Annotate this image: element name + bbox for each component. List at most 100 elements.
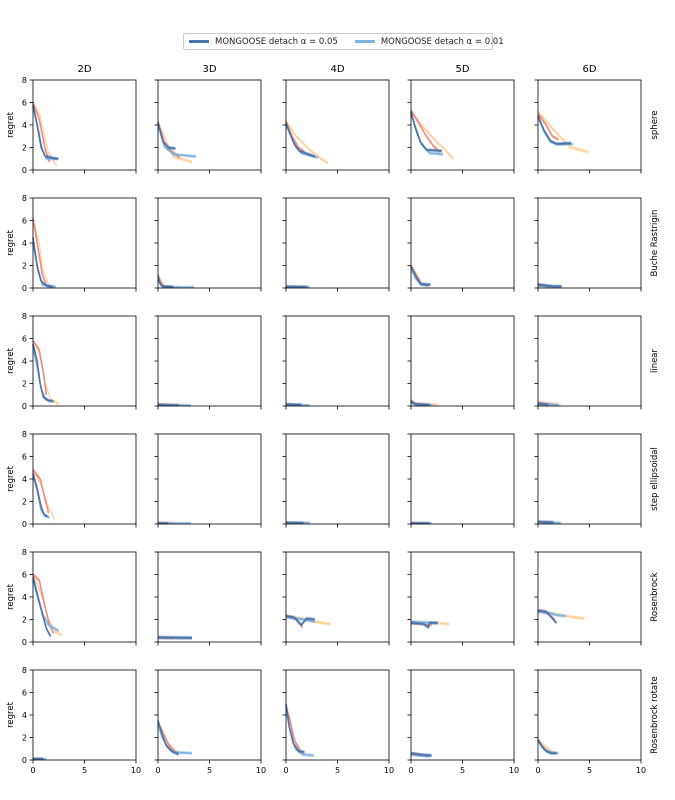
axes-frame [537,315,642,407]
y-tick-label: 8 [22,194,27,203]
axes-frame [410,669,515,761]
row-label-linear: linear [650,348,660,373]
y-tick-label: 2 [22,380,27,389]
series-dark_blue-rosenbrock-5d [410,622,438,629]
x-tick-label: 10 [131,766,141,775]
y-tick-label: 8 [22,666,27,675]
x-tick-label: 0 [408,766,413,775]
axes-frame [157,197,262,289]
panel-sphere-5d: 5D [407,64,515,174]
x-tick-label: 5 [335,766,340,775]
series-orange-rosenbrock-2d [32,574,63,636]
series-dark_blue-sphere-5d [410,111,442,152]
series-red-sphere-2d [32,102,51,163]
panel-rosenbrock-rotate-3d: 0 5 10 [154,669,266,775]
panel-linear-3d [154,315,262,410]
series-light_blue-rosenbrock-rotate-5d [410,753,430,758]
x-tick-label: 10 [636,766,646,775]
y-tick-label: 6 [22,689,27,698]
y-tick-label: 8 [22,76,27,85]
panel-rosenbrock-rotate-6d: 0 5 10 Rosenbrock rotate [534,669,660,775]
panel-sphere-6d: 6D sphere [534,64,660,174]
series-dark_blue-sphere-4d [285,122,316,158]
y-tick-label: 0 [22,638,27,647]
series-light_blue-rosenbrock-2d [32,579,60,632]
panel-sphere-4d: 4D [282,64,390,174]
y-tick-label: 6 [22,453,27,462]
x-tick-label: 5 [82,766,87,775]
panel-buche-rastrigin-2d: 0 2 4 6 8 regret [6,194,137,293]
series-orange-sphere-5d [410,110,454,160]
series-orange-buche-rastrigin-2d [32,218,49,285]
column-title-3d: 3D [202,64,216,75]
band-orange-rosenbrock-rotate-4d [286,704,305,757]
y-tick-label: 4 [22,121,27,130]
x-tick-label: 10 [509,766,519,775]
series-dark_blue-rosenbrock-4d [285,615,315,626]
series-light_blue-rosenbrock-6d [537,610,566,617]
legend-swatch-dark-blue [189,40,209,43]
panel-rosenbrock-3d [154,551,262,646]
series-red-rosenbrock-2d [32,573,55,634]
y-tick-label: 4 [22,593,27,602]
x-tick-label: 10 [256,766,266,775]
band-orange-rosenbrock-2d [33,572,62,637]
series-dark_blue-step-ellipsoidal-2d [32,473,48,517]
y-tick-label: 2 [22,144,27,153]
axes-frame [537,79,642,171]
y-axis-label: regret [6,229,16,255]
y-tick-label: 0 [22,166,27,175]
y-axis-label: regret [6,111,16,137]
axes-frame [285,315,390,407]
series-dark_blue-rosenbrock-rotate-4d [285,703,305,753]
y-tick-label: 6 [22,571,27,580]
axes-frame [157,551,262,643]
legend: MONGOOSE detach α = 0.05 MONGOOSE detach… [183,33,504,50]
series-dark_blue-linear-2d [32,343,54,403]
y-tick-label: 6 [22,99,27,108]
panel-rosenbrock-2d: 0 2 4 6 8 regret [6,548,137,647]
axes-frame [32,551,137,643]
panel-step-ellipsoidal-6d: step ellipsoidal [534,433,660,528]
panel-step-ellipsoidal-5d [407,433,515,528]
y-tick-label: 6 [22,217,27,226]
series-dark_blue-rosenbrock-2d [32,576,52,637]
y-tick-label: 2 [22,262,27,271]
y-tick-label: 6 [22,335,27,344]
series-dark_blue-rosenbrock-rotate-6d [537,739,557,755]
legend-swatch-light-blue [354,40,375,43]
column-title-5d: 5D [455,64,469,75]
axes-frame [285,551,390,643]
panel-buche-rastrigin-5d [407,197,515,292]
band-red-sphere-6d [538,112,559,142]
series-dark_blue-rosenbrock-rotate-5d [410,752,432,757]
axes-frame [285,669,390,761]
series-light_blue-rosenbrock-4d [285,616,315,623]
series-red-step-ellipsoidal-2d [32,469,50,513]
x-tick-label: 0 [155,766,160,775]
axes-frame [410,197,515,289]
column-title-4d: 4D [330,64,344,75]
column-title-2d: 2D [77,64,91,75]
legend-label-alpha-005: MONGOOSE detach α = 0.05 [215,36,338,47]
band-red-linear-2d [33,339,47,397]
panel-rosenbrock-5d [407,551,515,646]
y-tick-label: 4 [22,239,27,248]
axes-frame [410,433,515,525]
y-tick-label: 0 [22,520,27,529]
axes-frame [410,79,515,171]
panel-rosenbrock-rotate-5d: 0 5 10 [407,669,519,775]
panel-buche-rastrigin-4d [282,197,390,292]
legend-label-alpha-001: MONGOOSE detach α = 0.01 [380,36,504,47]
panel-sphere-2d: 0 2 4 6 8 2D regret [6,64,137,175]
band-orange-sphere-4d [286,119,329,165]
x-tick-label: 10 [384,766,394,775]
row-label-rosenbrock: Rosenbrock [650,572,660,621]
axes-frame [285,79,390,171]
series-dark_blue-rosenbrock-rotate-3d [157,720,179,756]
series-dark_blue-sphere-2d [32,104,58,160]
series-dark_blue-buche-rastrigin-3d [157,276,174,288]
series-dark_blue-buche-rastrigin-5d [410,266,431,286]
panel-rosenbrock-4d [282,551,390,646]
legend-entry-alpha-005: MONGOOSE detach α = 0.05 [189,37,338,47]
